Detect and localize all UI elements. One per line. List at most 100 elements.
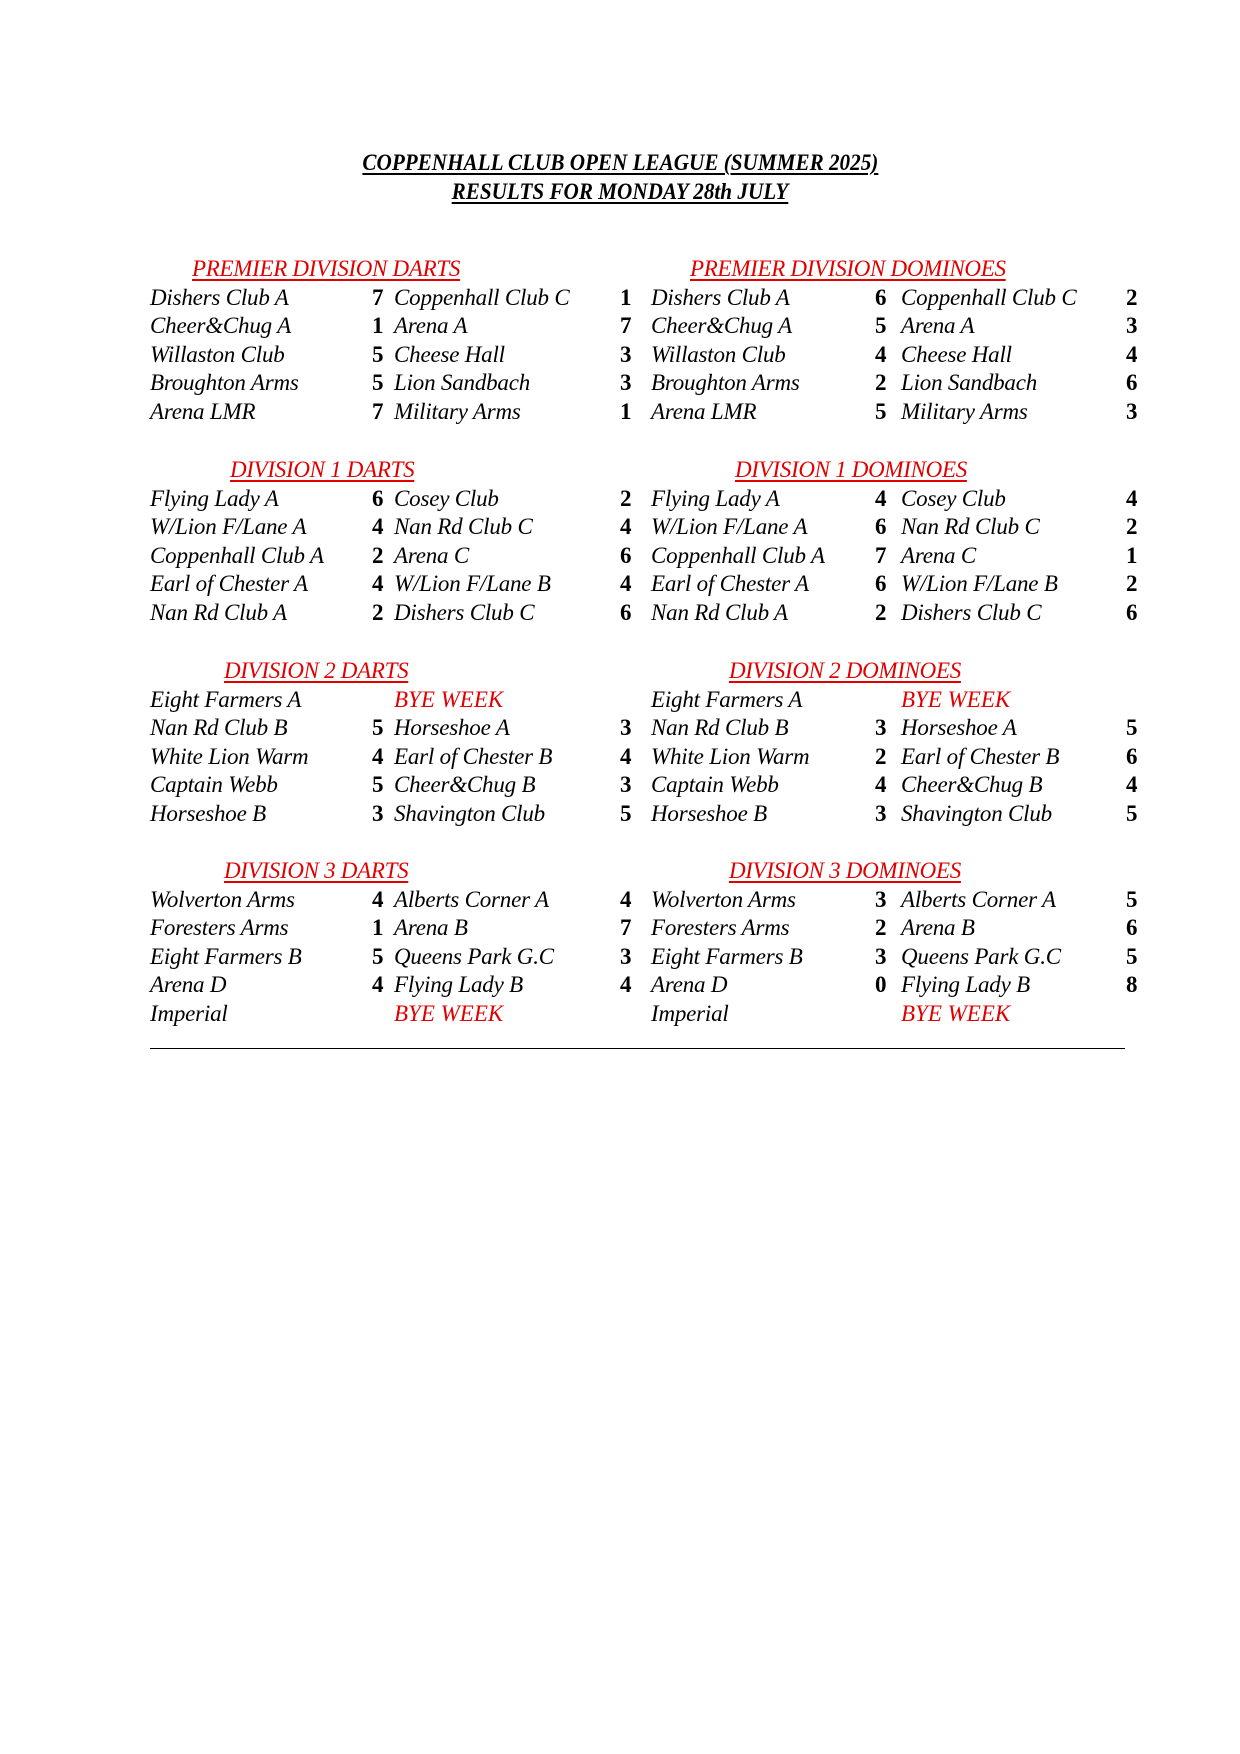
home-score: 5 [372,341,384,367]
home-team: White Lion Warm [150,743,309,769]
home-team: Nan Rd Club A [150,600,287,625]
home-team: Captain Webb [150,772,278,798]
away-team: Earl of Chester B [901,743,1060,769]
home-team: Wolverton Arms [651,886,796,912]
away-team: Cheer&Chug B [901,772,1043,798]
away-team: Flying Lady B [901,972,1030,998]
home-score: 7 [372,284,384,310]
away-team: Coppenhall Club C [901,284,1077,310]
home-team: Captain Webb [651,772,779,798]
home-score: 2 [372,542,384,568]
home-team: Wolverton Arms [150,886,295,912]
away-score: 5 [1126,886,1138,912]
away-score: 2 [1126,284,1138,310]
darts-section-heading: PREMIER DIVISION DARTS [192,256,461,281]
home-team: Eight Farmers A [150,686,302,712]
home-team: Dishers Club A [651,284,790,310]
home-team: Arena LMR [651,399,757,424]
away-score: 5 [1126,943,1138,969]
away-score: 4 [1126,485,1138,511]
home-team: Arena LMR [150,399,256,424]
away-score: 4 [620,886,632,912]
darts-section-heading: DIVISION 1 DARTS [230,457,415,482]
bye-week-label: BYE WEEK [394,686,504,712]
home-team: Horseshoe B [150,801,266,826]
away-team: Shavington Club [394,801,545,826]
away-team: Horseshoe A [901,715,1017,741]
away-score: 6 [1126,370,1138,396]
home-score: 3 [372,801,384,826]
home-score: 7 [875,542,887,568]
away-score: 3 [620,715,632,741]
home-team: Arena D [651,972,728,998]
away-team: Arena B [394,915,468,941]
home-score: 6 [875,571,887,597]
home-team: Nan Rd Club B [150,715,288,741]
home-score: 2 [875,370,887,396]
away-score: 8 [1126,972,1138,998]
away-team: Cosey Club [901,485,1006,511]
dominoes-section-heading: DIVISION 2 DOMINOES [729,658,961,683]
away-team: Cosey Club [394,485,499,511]
home-score: 7 [372,399,384,424]
away-score: 4 [620,743,632,769]
home-team: White Lion Warm [651,743,810,769]
away-team: Arena A [901,313,975,339]
home-score: 4 [372,743,384,769]
away-team: Alberts Corner A [901,886,1056,912]
league-title: COPPENHALL CLUB OPEN LEAGUE (SUMMER 2025… [0,150,1240,176]
away-team: Coppenhall Club C [394,284,570,310]
home-team: Foresters Arms [150,915,289,941]
home-team: Flying Lady A [150,485,279,511]
home-team: Dishers Club A [150,284,289,310]
home-team: Broughton Arms [651,370,800,396]
home-score: 3 [875,715,887,741]
away-team: Dishers Club C [394,600,535,625]
away-score: 3 [1126,399,1138,424]
home-team: Imperial [150,1001,228,1026]
away-team: Military Arms [901,399,1028,424]
dominoes-section-heading: DIVISION 1 DOMINOES [735,457,967,482]
home-team: Coppenhall Club A [150,542,324,568]
dominoes-section-heading: PREMIER DIVISION DOMINOES [690,256,1006,281]
away-team: Arena A [394,313,468,339]
home-score: 6 [875,514,887,540]
away-score: 1 [620,284,632,310]
home-score: 3 [875,943,887,969]
away-team: Nan Rd Club C [901,514,1040,540]
home-team: Cheer&Chug A [150,313,291,339]
away-team: Lion Sandbach [901,370,1038,396]
home-team: Willaston Club [150,341,285,367]
away-team: Arena C [394,542,470,568]
home-team: Earl of Chester A [150,571,308,597]
away-score: 6 [1126,600,1138,625]
away-team: Cheese Hall [901,341,1012,367]
away-team: Dishers Club C [901,600,1042,625]
home-team: Foresters Arms [651,915,790,941]
away-score: 3 [1126,313,1138,339]
bye-week-label: BYE WEEK [901,686,1011,712]
home-score: 6 [875,284,887,310]
home-score: 6 [372,485,384,511]
away-team: Arena B [901,915,975,941]
home-team: W/Lion F/Lane A [150,514,307,540]
away-score: 7 [620,915,632,941]
away-score: 5 [1126,801,1138,826]
away-score: 7 [620,313,632,339]
bye-week-label: BYE WEEK [394,1001,504,1026]
bye-week-label: BYE WEEK [901,1001,1011,1026]
away-score: 3 [620,772,632,798]
away-team: Horseshoe A [394,715,510,741]
away-score: 6 [620,600,632,625]
home-score: 4 [372,886,384,912]
away-team: Cheer&Chug B [394,772,536,798]
away-score: 1 [620,399,632,424]
home-team: Nan Rd Club A [651,600,788,625]
home-score: 2 [875,600,887,625]
away-team: Shavington Club [901,801,1052,826]
home-team: Eight Farmers B [150,943,302,969]
away-team: Military Arms [394,399,521,424]
home-team: Broughton Arms [150,370,299,396]
home-team: Nan Rd Club B [651,715,789,741]
home-score: 3 [875,801,887,826]
